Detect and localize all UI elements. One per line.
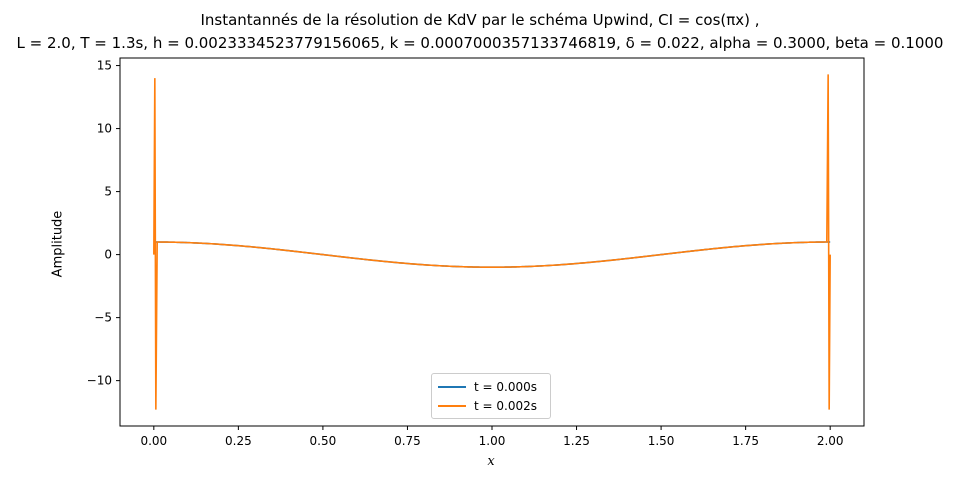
x-tick-label: 1.50: [648, 434, 675, 448]
x-tick-label: 1.75: [732, 434, 759, 448]
y-tick-label: −10: [87, 374, 112, 388]
legend-label-series-1: t = 0.002s: [474, 398, 537, 413]
x-tick-label: 1.00: [479, 434, 506, 448]
legend: t = 0.000s t = 0.002s: [431, 373, 551, 419]
x-axis: 0.00 0.25 0.50 0.75 1.00 1.25 1.50 1.75 2.00: [140, 426, 844, 448]
y-axis-label: Amplitude: [50, 210, 66, 278]
x-tick-label: 0.25: [225, 434, 252, 448]
series-line-0: [153, 241, 831, 269]
legend-item-series-1: t = 0.002s: [438, 396, 544, 415]
legend-swatch-series-1: [438, 404, 466, 407]
legend-swatch-series-0: [438, 385, 466, 388]
x-tick-label: 1.25: [563, 434, 590, 448]
y-tick-label: 5: [104, 185, 112, 199]
series-line-1: [153, 74, 831, 410]
y-tick-label: −5: [94, 311, 112, 325]
legend-item-series-0: t = 0.000s: [438, 377, 544, 396]
x-tick-label: 0.75: [394, 434, 421, 448]
legend-label-series-0: t = 0.000s: [474, 379, 537, 394]
axes-frame: [119, 57, 865, 427]
x-tick-label: 0.00: [140, 434, 167, 448]
y-tick-label: 10: [97, 122, 112, 136]
x-axis-label: x: [487, 454, 495, 469]
y-axis: −10 −5 0 5 10 15: [87, 59, 120, 388]
x-tick-label: 0.50: [310, 434, 337, 448]
x-tick-label: 2.00: [817, 434, 844, 448]
plot-lines: [153, 74, 831, 410]
y-tick-label: 15: [97, 59, 112, 73]
chart-title-line1: Instantannés de la résolution de KdV par…: [200, 11, 760, 29]
chart-title-line2: L = 2.0, T = 1.3s, h = 0.002333452377915…: [16, 34, 944, 52]
y-tick-label: 0: [104, 248, 112, 262]
